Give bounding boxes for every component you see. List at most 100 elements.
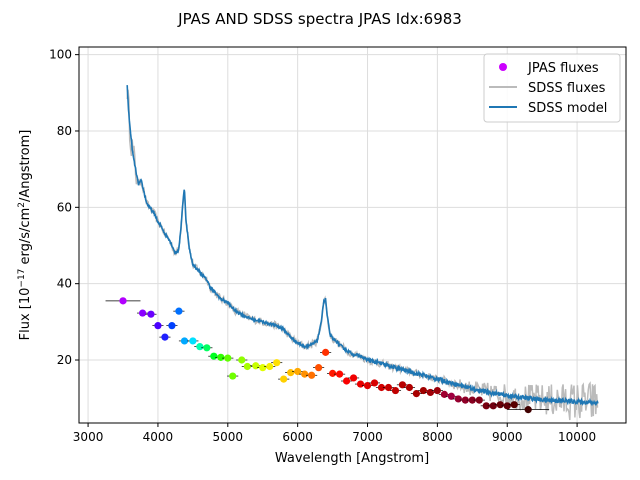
x-tick-label: 5000 xyxy=(213,430,244,444)
jpas-marker xyxy=(217,353,225,361)
jpas-point xyxy=(292,367,304,376)
jpas-marker xyxy=(168,322,176,330)
jpas-marker xyxy=(315,364,323,372)
jpas-point xyxy=(410,390,423,398)
jpas-marker xyxy=(203,344,211,352)
jpas-marker xyxy=(335,370,344,378)
jpas-marker xyxy=(266,362,274,371)
jpas-marker xyxy=(175,307,183,315)
jpas-marker xyxy=(189,337,197,345)
jpas-point xyxy=(347,374,360,382)
jpas-marker xyxy=(356,380,365,388)
x-tick-label: 4000 xyxy=(143,430,174,444)
legend-jpas-label: JPAS fluxes xyxy=(527,61,599,76)
jpas-marker xyxy=(524,406,532,414)
jpas-marker xyxy=(454,395,462,403)
jpas-marker xyxy=(398,381,407,389)
jpas-marker xyxy=(147,310,155,318)
plot-frame xyxy=(78,46,627,424)
jpas-marker xyxy=(196,343,204,351)
jpas-marker xyxy=(224,354,232,362)
sdss-model-line xyxy=(126,85,599,407)
jpas-marker xyxy=(461,396,469,404)
jpas-marker xyxy=(328,369,337,377)
jpas-point xyxy=(136,309,149,317)
jpas-point xyxy=(313,364,325,372)
jpas-marker xyxy=(252,362,260,370)
jpas-marker xyxy=(391,386,400,395)
jpas-point xyxy=(473,396,485,404)
jpas-marker xyxy=(370,379,379,387)
x-tick-label: 7000 xyxy=(352,430,383,444)
jpas-marker xyxy=(384,383,393,392)
y-tick-label: 80 xyxy=(57,124,72,138)
jpas-point xyxy=(396,381,409,389)
jpas-marker xyxy=(280,375,288,383)
jpas-point xyxy=(201,344,213,352)
jpas-marker xyxy=(154,322,162,330)
jpas-point xyxy=(431,386,443,395)
jpas-point xyxy=(382,383,395,392)
jpas-marker xyxy=(377,383,386,392)
jpas-point xyxy=(508,401,520,409)
jpas-marker xyxy=(468,396,476,404)
legend-sdss-label: SDSS fluxes xyxy=(528,81,606,96)
jpas-point xyxy=(152,322,164,330)
legend: JPAS fluxes SDSS fluxes SDSS model xyxy=(483,53,621,123)
y-tick-label: 100 xyxy=(49,48,72,62)
x-tick-label: 3000 xyxy=(73,430,104,444)
jpas-point xyxy=(361,381,374,390)
jpas-marker xyxy=(243,362,251,371)
jpas-point xyxy=(368,379,381,387)
jpas-marker xyxy=(138,309,147,317)
sdss-model-series xyxy=(126,85,599,407)
jpas-point xyxy=(445,392,457,400)
legend-model-label: SDSS model xyxy=(528,101,607,116)
chart-title: JPAS AND SDSS spectra JPAS Idx:6983 xyxy=(177,10,462,28)
jpas-point xyxy=(403,383,416,392)
x-tick-label: 6000 xyxy=(282,430,313,444)
x-axis-label: Wavelength [Angstrom] xyxy=(275,451,429,466)
jpas-marker xyxy=(287,369,295,377)
jpas-marker xyxy=(426,388,434,397)
jpas-marker xyxy=(433,386,441,395)
jpas-marker xyxy=(180,337,189,345)
jpas-point xyxy=(105,297,141,305)
y-tick-label: 20 xyxy=(57,353,72,367)
jpas-point xyxy=(145,310,157,318)
jpas-point xyxy=(166,322,178,330)
y-tick-label: 40 xyxy=(57,277,72,291)
legend-jpas-marker xyxy=(499,63,507,71)
jpas-marker xyxy=(363,381,372,390)
jpas-marker xyxy=(273,359,281,367)
jpas-marker xyxy=(503,402,511,410)
jpas-point xyxy=(507,406,550,414)
jpas-marker xyxy=(119,297,127,305)
jpas-fluxes-series xyxy=(105,297,550,414)
jpas-marker xyxy=(496,401,504,409)
jpas-point xyxy=(333,370,346,378)
jpas-marker xyxy=(489,402,497,410)
y-axis-label: Flux [10−17 erg/s/cm2/Angstrom] xyxy=(17,130,33,341)
y-axis-ticks: 20 40 60 80 100 xyxy=(49,48,79,367)
jpas-marker xyxy=(301,370,309,378)
jpas-point xyxy=(306,371,318,379)
legend-box xyxy=(483,53,621,123)
jpas-point xyxy=(271,359,283,367)
x-tick-label: 9000 xyxy=(492,430,523,444)
x-tick-label: 8000 xyxy=(422,430,453,444)
jpas-marker xyxy=(475,396,483,404)
jpas-marker xyxy=(405,383,414,392)
jpas-point xyxy=(389,386,402,395)
jpas-marker xyxy=(294,367,302,376)
jpas-point xyxy=(173,307,185,315)
jpas-marker xyxy=(238,356,246,364)
jpas-point xyxy=(236,356,248,364)
jpas-marker xyxy=(510,401,518,409)
jpas-marker xyxy=(210,352,218,360)
jpas-marker xyxy=(482,402,490,410)
y-tick-label: 60 xyxy=(57,200,72,214)
jpas-point xyxy=(278,375,290,383)
jpas-marker xyxy=(229,372,237,380)
